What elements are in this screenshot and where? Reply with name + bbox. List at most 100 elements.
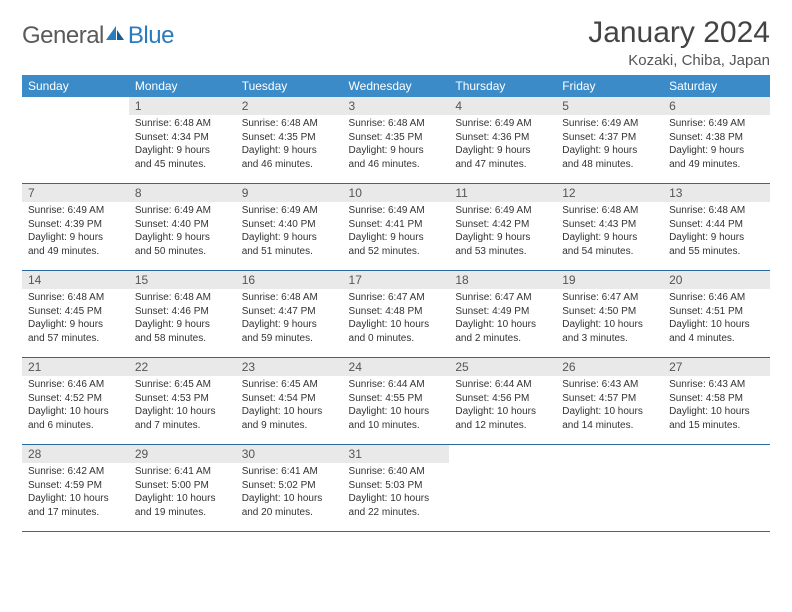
day-number: 26 xyxy=(556,358,663,376)
day-ss: Sunset: 4:56 PM xyxy=(455,392,550,406)
day-number: 1 xyxy=(129,97,236,115)
day-sr: Sunrise: 6:49 AM xyxy=(455,204,550,218)
location: Kozaki, Chiba, Japan xyxy=(588,52,770,69)
logo-text-general: General xyxy=(22,22,104,50)
sail-icon xyxy=(104,24,126,42)
calendar-day-cell: 9Sunrise: 6:49 AMSunset: 4:40 PMDaylight… xyxy=(236,184,343,271)
day-sr: Sunrise: 6:48 AM xyxy=(349,117,444,131)
day-d2: and 58 minutes. xyxy=(135,332,230,346)
day-detail: Sunrise: 6:49 AMSunset: 4:40 PMDaylight:… xyxy=(236,202,343,262)
day-sr: Sunrise: 6:49 AM xyxy=(28,204,123,218)
day-number: 18 xyxy=(449,271,556,289)
logo: General Blue xyxy=(22,22,174,50)
calendar-day-cell: 10Sunrise: 6:49 AMSunset: 4:41 PMDayligh… xyxy=(343,184,450,271)
day-d1: Daylight: 9 hours xyxy=(242,231,337,245)
day-ss: Sunset: 4:40 PM xyxy=(135,218,230,232)
day-detail: Sunrise: 6:45 AMSunset: 4:53 PMDaylight:… xyxy=(129,376,236,436)
day-ss: Sunset: 4:52 PM xyxy=(28,392,123,406)
day-detail: Sunrise: 6:44 AMSunset: 4:56 PMDaylight:… xyxy=(449,376,556,436)
day-d1: Daylight: 10 hours xyxy=(349,405,444,419)
calendar-day-cell: 6Sunrise: 6:49 AMSunset: 4:38 PMDaylight… xyxy=(663,97,770,184)
day-ss: Sunset: 4:51 PM xyxy=(669,305,764,319)
calendar-day-cell: 31Sunrise: 6:40 AMSunset: 5:03 PMDayligh… xyxy=(343,445,450,532)
day-detail: Sunrise: 6:47 AMSunset: 4:48 PMDaylight:… xyxy=(343,289,450,349)
day-ss: Sunset: 4:53 PM xyxy=(135,392,230,406)
calendar-week-row: 1 Sunrise: 6:48 AM Sunset: 4:34 PMDaylight… xyxy=(22,97,770,184)
day-d1: Daylight: 9 hours xyxy=(669,231,764,245)
day-sr: Sunrise: 6:48 AM xyxy=(669,204,764,218)
calendar-day-cell xyxy=(556,445,663,532)
calendar-week-row: 28Sunrise: 6:42 AMSunset: 4:59 PMDayligh… xyxy=(22,445,770,532)
calendar-week-row: 21Sunrise: 6:46 AMSunset: 4:52 PMDayligh… xyxy=(22,358,770,445)
day-ss: Sunset: 4:35 PM xyxy=(242,131,337,145)
day-number: 13 xyxy=(663,184,770,202)
day-d1: Daylight: 9 hours xyxy=(349,231,444,245)
day-sr: Sunrise: 6:49 AM xyxy=(669,117,764,131)
calendar-day-cell: 22Sunrise: 6:45 AMSunset: 4:53 PMDayligh… xyxy=(129,358,236,445)
day-number: 5 xyxy=(556,97,663,115)
calendar-day-cell: 12Sunrise: 6:48 AMSunset: 4:43 PMDayligh… xyxy=(556,184,663,271)
day-d2: and 20 minutes. xyxy=(242,506,337,520)
day-d2: and 6 minutes. xyxy=(28,419,123,433)
day-ss: Sunset: 4:58 PM xyxy=(669,392,764,406)
day-d2: and 10 minutes. xyxy=(349,419,444,433)
day-d2: and 14 minutes. xyxy=(562,419,657,433)
day-detail: Sunrise: 6:46 AMSunset: 4:51 PMDaylight:… xyxy=(663,289,770,349)
calendar-day-cell: 27Sunrise: 6:43 AMSunset: 4:58 PMDayligh… xyxy=(663,358,770,445)
calendar-day-cell xyxy=(449,445,556,532)
day-number: 2 xyxy=(236,97,343,115)
calendar-day-cell: 18Sunrise: 6:47 AMSunset: 4:49 PMDayligh… xyxy=(449,271,556,358)
day-sr: Sunrise: 6:41 AM xyxy=(242,465,337,479)
calendar-day-cell xyxy=(663,445,770,532)
day-ss: Sunset: 4:40 PM xyxy=(242,218,337,232)
day-number: 4 xyxy=(449,97,556,115)
day-d2: and 19 minutes. xyxy=(135,506,230,520)
day-sr: Sunrise: 6:48 AM xyxy=(242,291,337,305)
day-ss: Sunset: 4:46 PM xyxy=(135,305,230,319)
day-d1: Daylight: 10 hours xyxy=(349,492,444,506)
calendar-day-cell: 21Sunrise: 6:46 AMSunset: 4:52 PMDayligh… xyxy=(22,358,129,445)
day-d2: and 2 minutes. xyxy=(455,332,550,346)
day-d1: Daylight: 10 hours xyxy=(135,405,230,419)
day-detail: Sunrise: 6:45 AMSunset: 4:54 PMDaylight:… xyxy=(236,376,343,436)
day-d1: Daylight: 10 hours xyxy=(135,492,230,506)
day-d2: and 53 minutes. xyxy=(455,245,550,259)
day-ss: Sunset: 5:02 PM xyxy=(242,479,337,493)
day-d1: Daylight: 9 hours xyxy=(135,144,230,158)
calendar-day-cell: 20Sunrise: 6:46 AMSunset: 4:51 PMDayligh… xyxy=(663,271,770,358)
day-sr: Sunrise: 6:49 AM xyxy=(455,117,550,131)
page-header: General Blue January 2024 Kozaki, Chiba,… xyxy=(22,18,770,69)
day-number: 24 xyxy=(343,358,450,376)
day-ss: Sunset: 4:43 PM xyxy=(562,218,657,232)
day-ss: Sunset: 5:03 PM xyxy=(349,479,444,493)
day-d2: and 57 minutes. xyxy=(28,332,123,346)
calendar-day-cell: 28Sunrise: 6:42 AMSunset: 4:59 PMDayligh… xyxy=(22,445,129,532)
day-number: 20 xyxy=(663,271,770,289)
day-d1: Daylight: 10 hours xyxy=(349,318,444,332)
day-d2: and 46 minutes. xyxy=(242,158,337,172)
weekday-header: Sunday xyxy=(22,75,129,97)
day-detail: Sunrise: 6:48 AMSunset: 4:35 PMDaylight:… xyxy=(236,115,343,175)
day-sr: Sunrise: 6:49 AM xyxy=(135,204,230,218)
day-detail: Sunrise: 6:41 AMSunset: 5:00 PMDaylight:… xyxy=(129,463,236,523)
day-sr: Sunrise: 6:49 AM xyxy=(562,117,657,131)
day-sr: Sunrise: 6:46 AM xyxy=(669,291,764,305)
day-number: 12 xyxy=(556,184,663,202)
day-number: 10 xyxy=(343,184,450,202)
day-ss: Sunset: 4:34 PM xyxy=(135,131,230,145)
day-detail: Sunrise: 6:47 AMSunset: 4:50 PMDaylight:… xyxy=(556,289,663,349)
day-d2: and 49 minutes. xyxy=(669,158,764,172)
day-number: 9 xyxy=(236,184,343,202)
weekday-header: Tuesday xyxy=(236,75,343,97)
calendar-day-cell: 30Sunrise: 6:41 AMSunset: 5:02 PMDayligh… xyxy=(236,445,343,532)
day-sr: Sunrise: 6:49 AM xyxy=(349,204,444,218)
day-number: 31 xyxy=(343,445,450,463)
day-detail: Sunrise: 6:47 AMSunset: 4:49 PMDaylight:… xyxy=(449,289,556,349)
day-detail: Sunrise: 6:49 AMSunset: 4:38 PMDaylight:… xyxy=(663,115,770,175)
day-ss: Sunset: 4:44 PM xyxy=(669,218,764,232)
day-number: 3 xyxy=(343,97,450,115)
day-detail: Sunrise: 6:43 AMSunset: 4:57 PMDaylight:… xyxy=(556,376,663,436)
day-detail: Sunrise: 6:48 AMSunset: 4:35 PMDaylight:… xyxy=(343,115,450,175)
day-number: 6 xyxy=(663,97,770,115)
day-detail: Sunrise: 6:48 AMSunset: 4:47 PMDaylight:… xyxy=(236,289,343,349)
